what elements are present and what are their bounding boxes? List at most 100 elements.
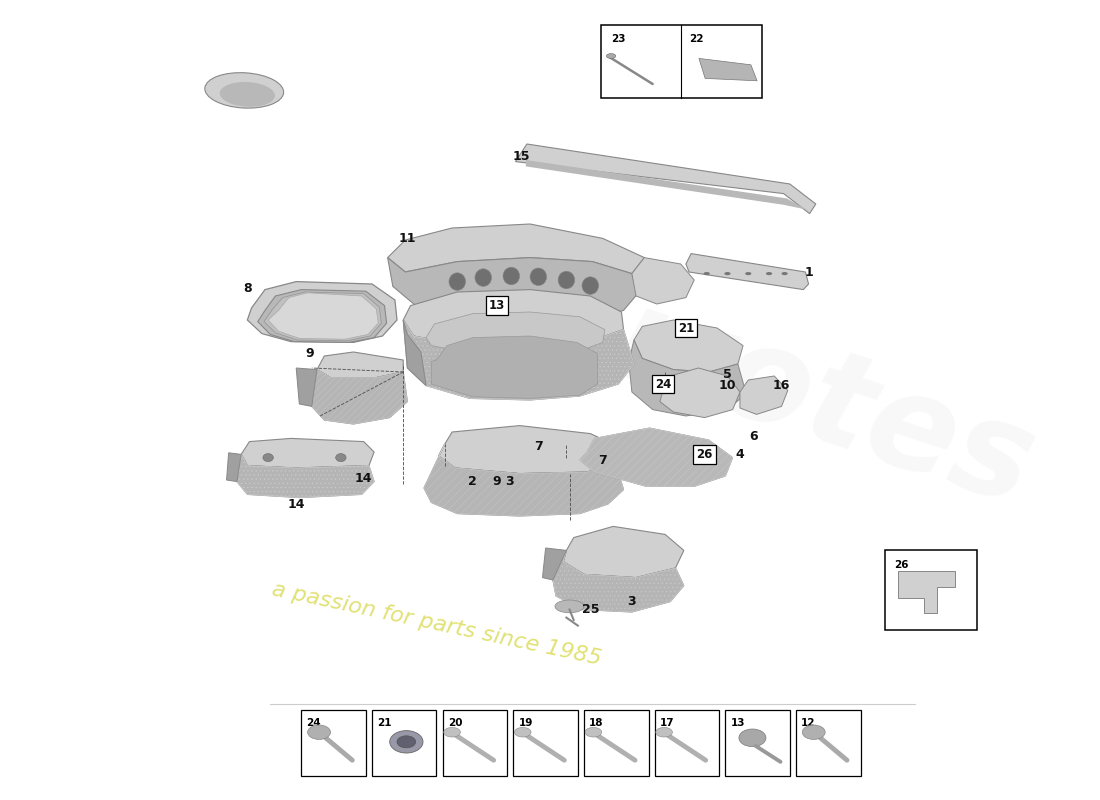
Text: 21: 21 — [377, 718, 392, 728]
Text: 14: 14 — [355, 472, 373, 485]
Ellipse shape — [503, 267, 519, 285]
Text: 3: 3 — [505, 475, 514, 488]
Text: 10: 10 — [718, 379, 736, 392]
Text: 16: 16 — [773, 379, 790, 392]
FancyBboxPatch shape — [584, 710, 649, 776]
Text: 18: 18 — [590, 718, 604, 728]
FancyBboxPatch shape — [372, 710, 437, 776]
Ellipse shape — [449, 273, 465, 290]
Text: eurotes: eurotes — [468, 235, 1049, 533]
Polygon shape — [404, 320, 634, 400]
Ellipse shape — [739, 729, 766, 746]
Polygon shape — [553, 550, 684, 612]
FancyBboxPatch shape — [796, 710, 860, 776]
Ellipse shape — [582, 277, 598, 294]
Polygon shape — [740, 376, 788, 414]
Ellipse shape — [263, 454, 273, 462]
Text: 4: 4 — [736, 448, 745, 461]
Text: 24: 24 — [307, 718, 321, 728]
Polygon shape — [431, 336, 597, 398]
Polygon shape — [227, 453, 241, 482]
Polygon shape — [236, 454, 374, 498]
Text: 19: 19 — [518, 718, 534, 728]
Polygon shape — [631, 258, 694, 304]
Text: 7: 7 — [534, 440, 542, 453]
Polygon shape — [424, 444, 624, 516]
Polygon shape — [311, 370, 407, 424]
Text: 12: 12 — [801, 718, 816, 728]
Text: 6: 6 — [749, 430, 758, 442]
Text: 22: 22 — [690, 34, 704, 44]
Text: 26: 26 — [894, 560, 909, 570]
Ellipse shape — [205, 73, 284, 108]
FancyBboxPatch shape — [301, 710, 366, 776]
Polygon shape — [516, 144, 816, 214]
Polygon shape — [387, 258, 639, 323]
Text: 20: 20 — [448, 718, 462, 728]
Polygon shape — [311, 370, 407, 424]
Text: 5: 5 — [723, 368, 732, 381]
Polygon shape — [629, 340, 746, 416]
Text: a passion for parts since 1985: a passion for parts since 1985 — [270, 579, 603, 669]
Polygon shape — [241, 438, 374, 468]
Polygon shape — [404, 320, 426, 386]
Ellipse shape — [766, 272, 772, 275]
FancyBboxPatch shape — [725, 710, 790, 776]
Ellipse shape — [781, 272, 788, 275]
Polygon shape — [686, 254, 808, 290]
Text: 1: 1 — [804, 266, 813, 278]
Text: 14: 14 — [287, 498, 305, 510]
FancyBboxPatch shape — [442, 710, 507, 776]
Ellipse shape — [558, 271, 574, 289]
Ellipse shape — [556, 600, 584, 613]
Text: 8: 8 — [243, 282, 252, 294]
Ellipse shape — [443, 727, 461, 737]
Text: 26: 26 — [696, 448, 713, 461]
Ellipse shape — [308, 725, 330, 739]
Ellipse shape — [704, 272, 710, 275]
Polygon shape — [634, 320, 744, 372]
Polygon shape — [698, 58, 757, 81]
Ellipse shape — [397, 736, 416, 748]
Text: 24: 24 — [654, 378, 671, 390]
Polygon shape — [268, 293, 378, 339]
Ellipse shape — [336, 454, 346, 462]
Ellipse shape — [745, 272, 751, 275]
Ellipse shape — [725, 272, 730, 275]
Polygon shape — [439, 426, 622, 474]
Polygon shape — [542, 548, 566, 580]
Polygon shape — [898, 571, 955, 613]
Polygon shape — [660, 368, 740, 418]
Text: 13: 13 — [488, 299, 505, 312]
Polygon shape — [257, 290, 386, 342]
Polygon shape — [236, 454, 374, 498]
Text: 23: 23 — [612, 34, 626, 44]
FancyBboxPatch shape — [654, 710, 719, 776]
Ellipse shape — [475, 269, 492, 286]
Polygon shape — [387, 224, 645, 274]
Text: 21: 21 — [678, 322, 694, 334]
Polygon shape — [424, 444, 624, 516]
Text: 7: 7 — [598, 454, 607, 466]
Ellipse shape — [515, 727, 531, 737]
Polygon shape — [404, 290, 624, 346]
Text: 9: 9 — [306, 347, 313, 360]
Text: 9: 9 — [493, 475, 502, 488]
Ellipse shape — [220, 82, 275, 107]
Text: 25: 25 — [582, 603, 600, 616]
Ellipse shape — [606, 54, 616, 58]
Ellipse shape — [389, 730, 424, 753]
Polygon shape — [563, 526, 684, 578]
FancyBboxPatch shape — [514, 710, 578, 776]
Text: 15: 15 — [513, 150, 530, 162]
Polygon shape — [317, 352, 404, 378]
Polygon shape — [248, 282, 397, 342]
Polygon shape — [553, 550, 684, 612]
Polygon shape — [580, 428, 733, 486]
Polygon shape — [426, 312, 605, 355]
Text: 2: 2 — [469, 475, 477, 488]
FancyBboxPatch shape — [886, 550, 977, 630]
Text: 17: 17 — [660, 718, 674, 728]
Polygon shape — [404, 320, 634, 400]
Ellipse shape — [585, 727, 602, 737]
